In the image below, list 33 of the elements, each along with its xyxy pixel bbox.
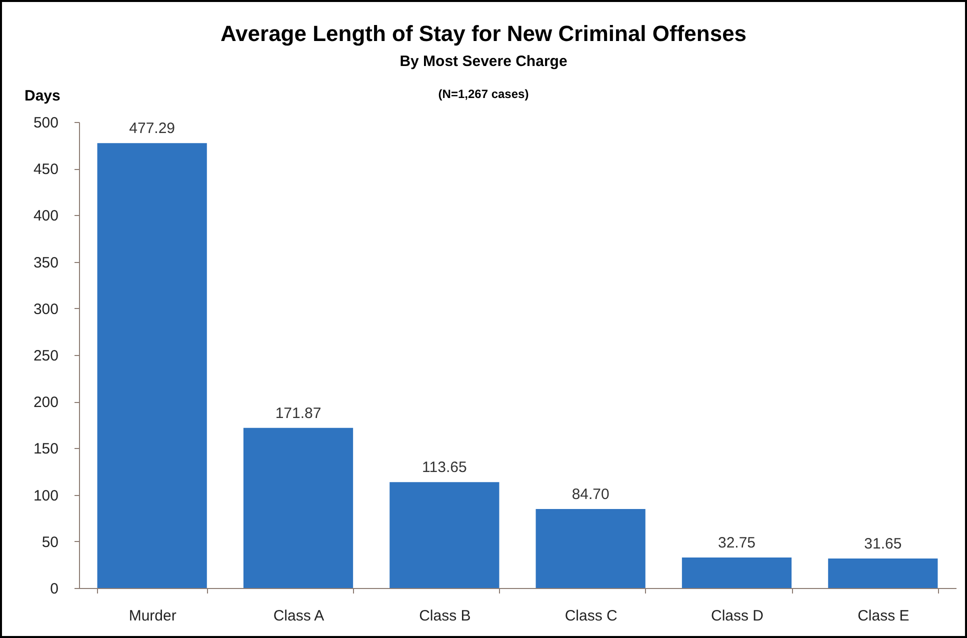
x-tick-label: Class C xyxy=(564,608,618,624)
y-tick-label: 400 xyxy=(33,208,58,225)
x-tick-label: Class E xyxy=(858,608,910,624)
data-label: 171.87 xyxy=(275,404,322,422)
bar xyxy=(390,482,500,588)
y-tick-label: 150 xyxy=(33,440,58,458)
y-axis-title: Days xyxy=(24,88,60,104)
x-tick-label: Class A xyxy=(273,608,324,624)
y-tick-label: 100 xyxy=(33,487,58,504)
y-tick-label: 250 xyxy=(33,348,58,364)
x-tick-label: Class B xyxy=(419,608,471,624)
data-label: 84.70 xyxy=(572,486,610,504)
y-tick-label: 300 xyxy=(33,300,58,318)
y-tick-label: 200 xyxy=(33,394,58,412)
data-label: 477.29 xyxy=(129,120,176,138)
bar xyxy=(243,428,354,588)
text: (N=1,267 cases) xyxy=(438,87,529,101)
y-tick-label: 50 xyxy=(42,534,58,551)
bar xyxy=(97,143,207,588)
bar xyxy=(828,558,938,588)
bar xyxy=(536,509,646,588)
data-label: 113.65 xyxy=(422,459,467,476)
y-tick-label: 450 xyxy=(33,161,58,178)
data-label: 31.65 xyxy=(864,536,902,552)
y-tick-label: 0 xyxy=(50,580,58,598)
chart-title: Average Length of Stay for New Criminal Offenses xyxy=(220,21,747,46)
chart-subtitle: By Most Severe Charge xyxy=(400,53,568,70)
y-tick-label: 350 xyxy=(33,254,58,272)
bar xyxy=(682,557,792,588)
x-tick-label: Murder xyxy=(128,608,176,624)
x-tick-label: Class D xyxy=(710,608,764,624)
y-tick-label: 500 xyxy=(33,114,58,132)
data-label: 32.75 xyxy=(718,534,756,552)
